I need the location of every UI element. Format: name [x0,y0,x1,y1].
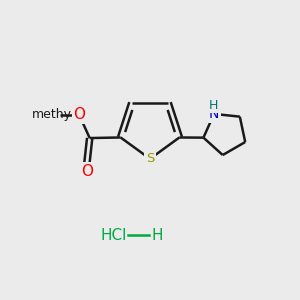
Text: HCl: HCl [100,228,126,243]
Text: S: S [146,152,154,165]
Text: H: H [152,228,163,243]
Text: O: O [73,107,85,122]
Text: H: H [209,99,218,112]
Text: N: N [209,107,219,121]
Text: O: O [81,164,93,178]
Text: methyl: methyl [32,108,75,121]
